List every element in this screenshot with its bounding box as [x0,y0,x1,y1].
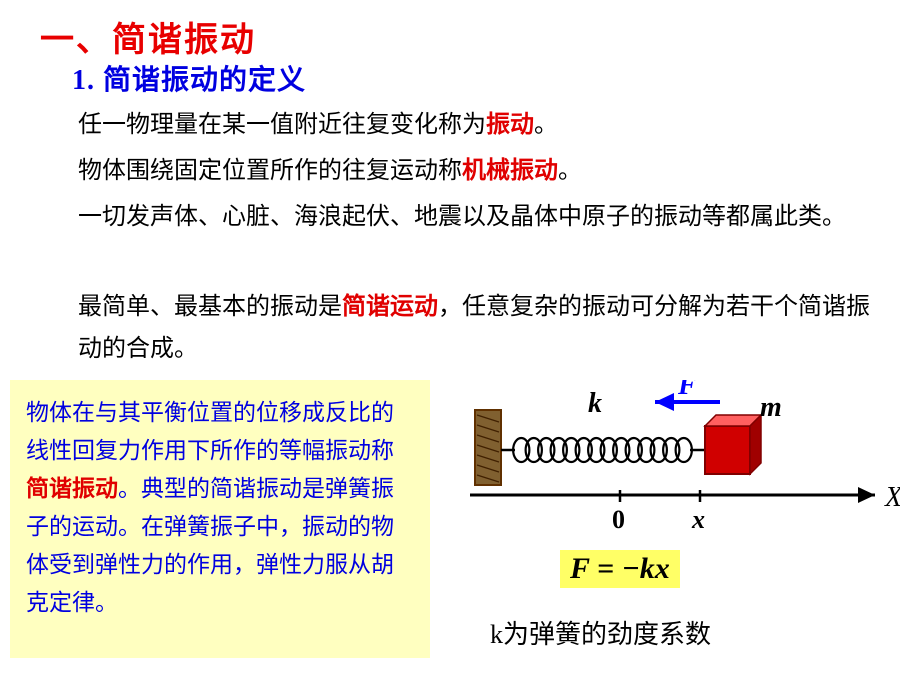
p1-text-c: 。 [534,112,558,138]
x-label: x [691,505,705,534]
m-label: m [760,392,782,423]
definition-box: 物体在与其平衡位置的位移成反比的线性回复力作用下所作的等幅振动称简谐振动。典型的… [10,380,430,658]
k-label: k [588,388,602,419]
box-highlight: 简谐振动 [26,476,118,501]
force-label: F [677,380,697,401]
p1-highlight: 振动 [486,112,534,138]
box-text-a: 物体在与其平衡位置的位移成反比的线性回复力作用下所作的等幅振动称 [26,400,394,463]
origin-label: 0 [612,505,625,534]
axis-label: X [884,482,900,513]
subsection-title: 1. 简谐振动的定义 [72,58,306,98]
paragraph-4: 最简单、最基本的振动是简谐运动，任意复杂的振动可分解为若干个简谐振动的合成。 [78,286,888,370]
spring-icon [513,438,692,462]
p2-text-c: 。 [558,158,582,184]
hooke-equation: F = −kx [560,550,680,588]
spring-mass-diagram: X 0 x k m F [460,380,900,540]
p4-text-a: 最简单、最基本的振动是 [78,294,342,320]
section-title: 一、简谐振动 [40,12,256,61]
paragraph-2: 物体围绕固定位置所作的往复运动称机械振动。 [78,150,878,192]
paragraph-3: 一切发声体、心脏、海浪起伏、地震以及晶体中原子的振动等都属此类。 [78,196,878,238]
p4-highlight: 简谐运动 [342,294,438,320]
p2-highlight: 机械振动 [462,158,558,184]
k-coefficient-note: k为弹簧的劲度系数 [490,614,711,651]
p2-text-a: 物体围绕固定位置所作的往复运动称 [78,158,462,184]
paragraph-1: 任一物理量在某一值附近往复变化称为振动。 [78,104,878,146]
p1-text-a: 任一物理量在某一值附近往复变化称为 [78,112,486,138]
mass-block-icon [705,426,750,474]
